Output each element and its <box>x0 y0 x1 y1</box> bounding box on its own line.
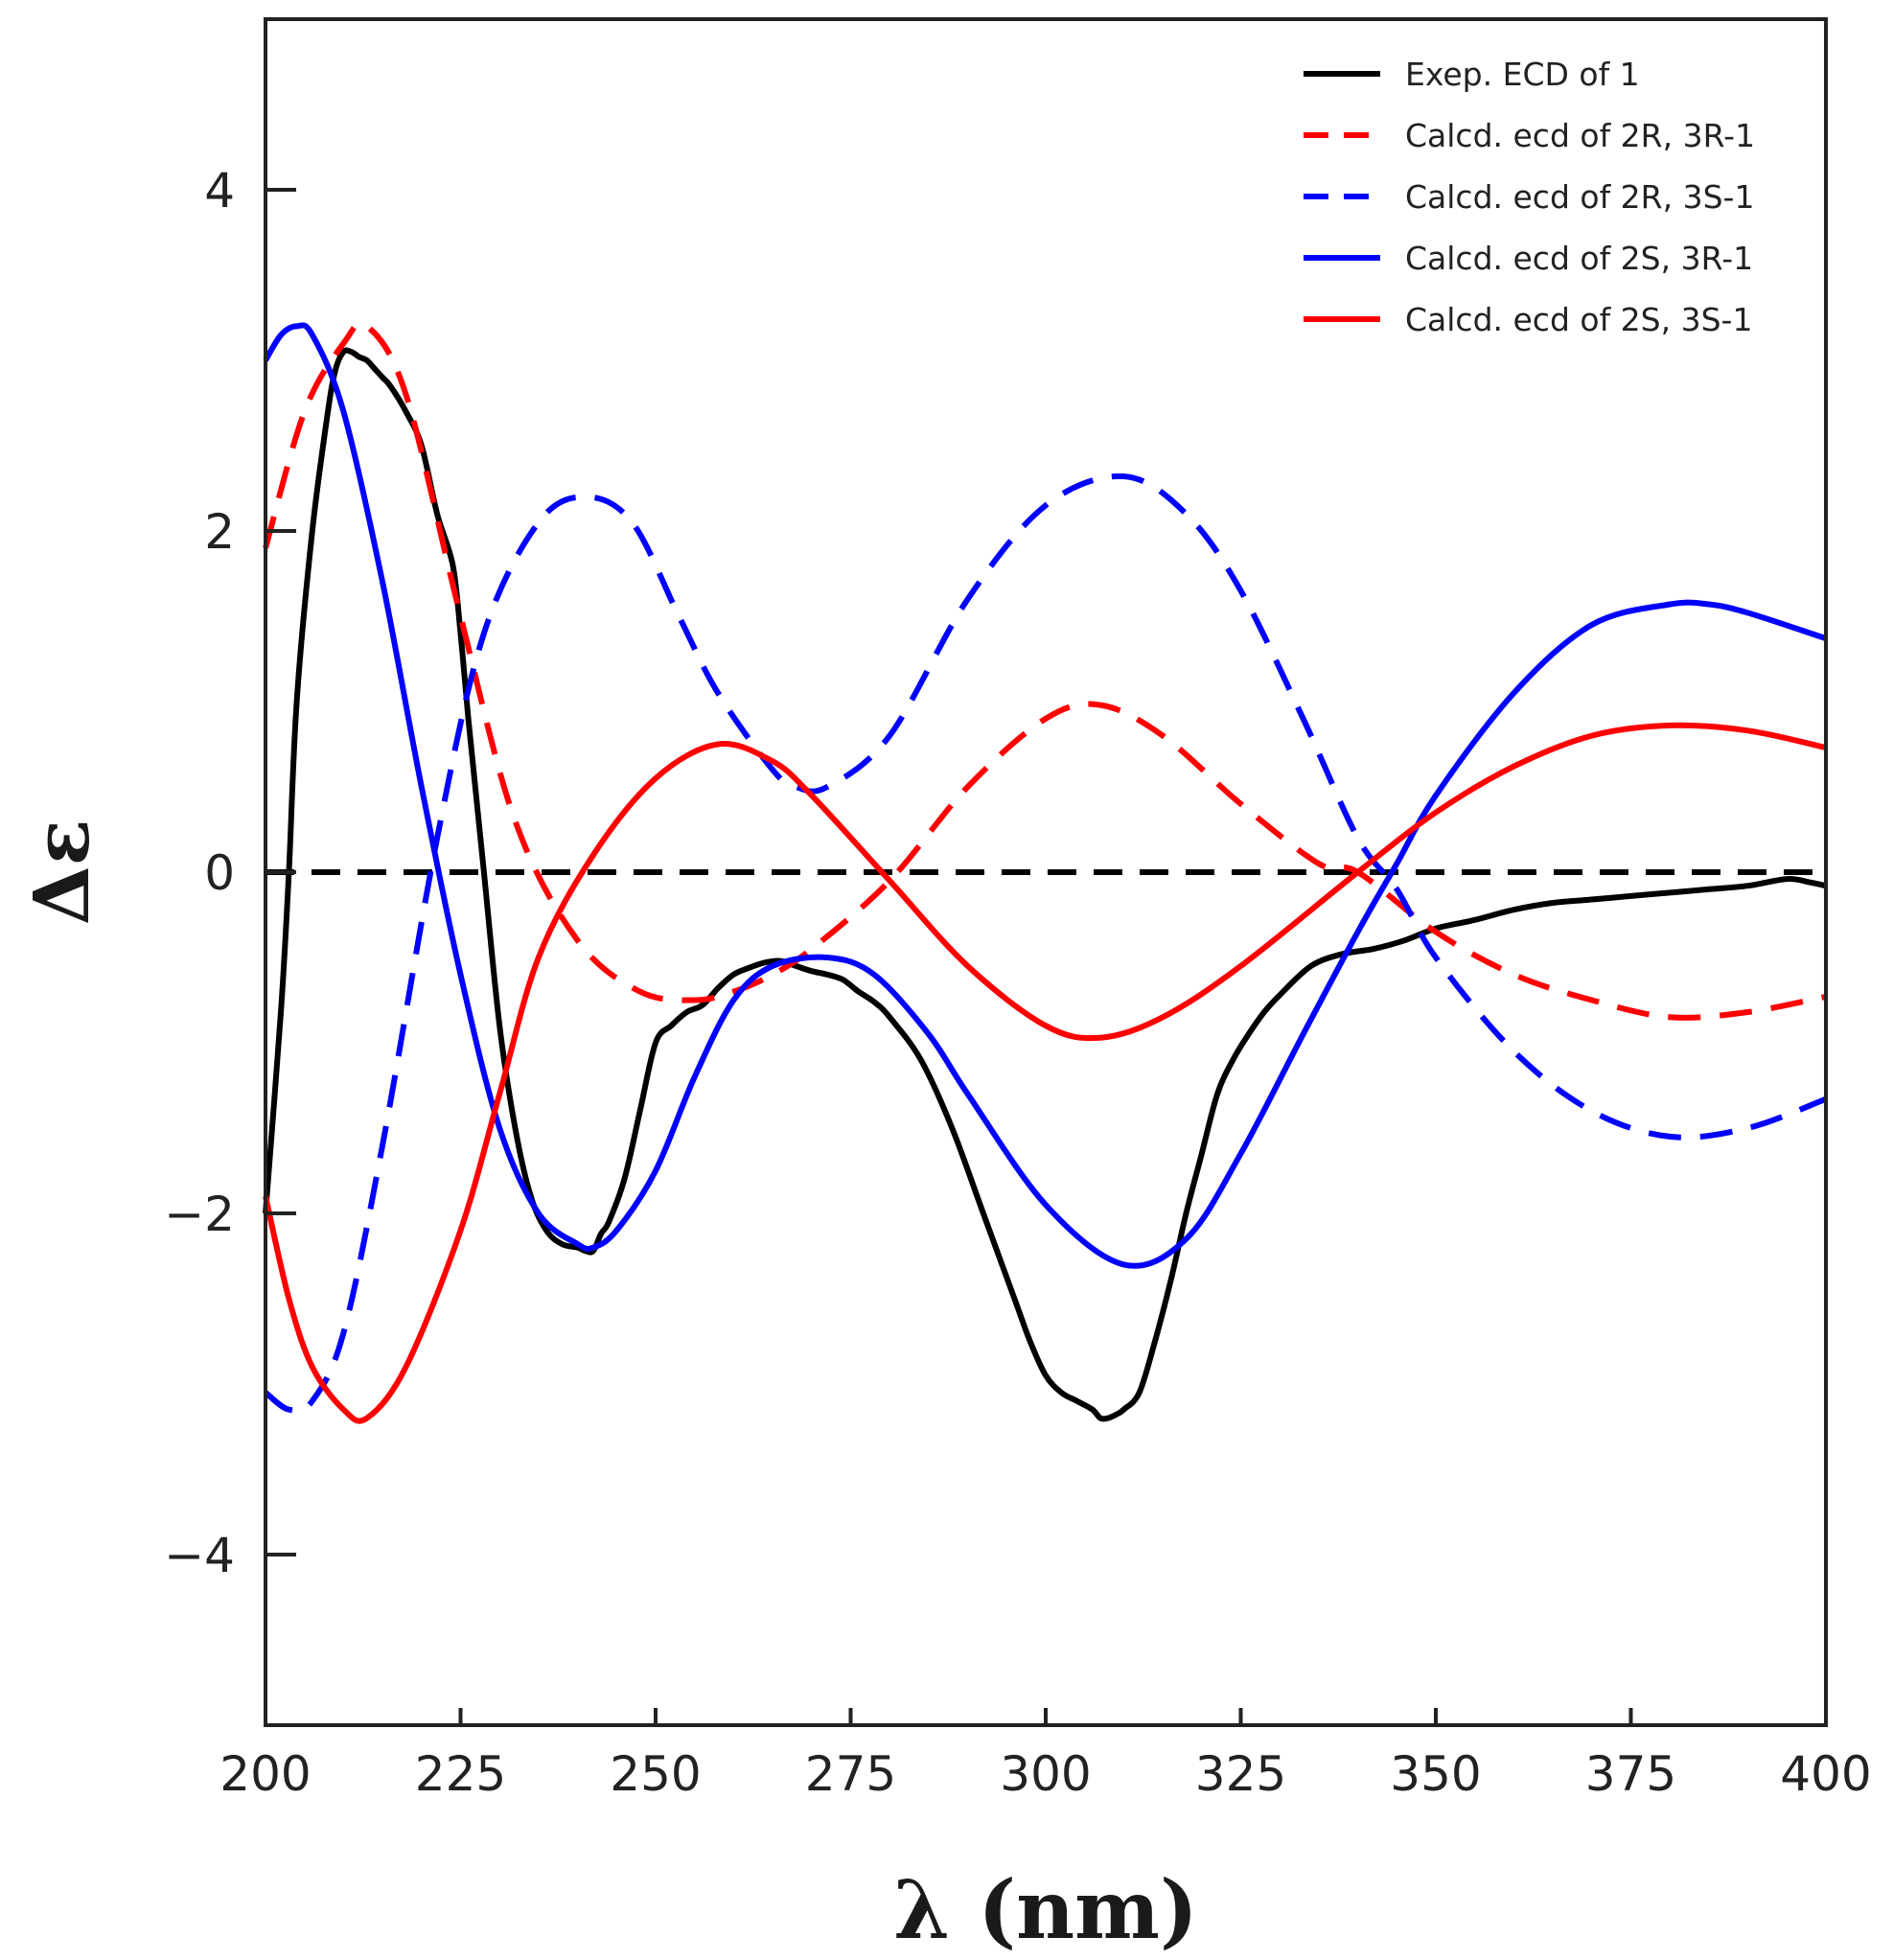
x-tick-label-200: 200 <box>219 1746 311 1802</box>
series-line-calcd-ecd-of-2s-3s-1 <box>263 722 1827 1424</box>
y-axis-label: Δε <box>16 819 106 926</box>
x-tick-label-300: 300 <box>1000 1746 1091 1802</box>
x-tick-label-275: 275 <box>805 1746 896 1802</box>
legend-label-calcd-ecd-of-2r-3r-1: Calcd. ecd of 2R, 3R-1 <box>1405 117 1755 154</box>
x-tick-label-250: 250 <box>610 1746 701 1802</box>
legend-label-calcd-ecd-of-2s-3s-1: Calcd. ecd of 2S, 3S-1 <box>1405 301 1752 338</box>
y-tick-label-0: 0 <box>204 845 235 901</box>
y-tick-label-neg4: −4 <box>164 1528 235 1583</box>
x-tick-label-350: 350 <box>1390 1746 1481 1802</box>
legend-label-exep-ecd-of-1: Exep. ECD of 1 <box>1405 56 1640 93</box>
legend-label-calcd-ecd-of-2r-3s-1: Calcd. ecd of 2R, 3S-1 <box>1405 178 1754 216</box>
series-line-calcd-ecd-of-2s-3r-1 <box>263 322 1827 1269</box>
y-tick-label-neg2: −2 <box>164 1187 235 1242</box>
y-tick-label-4: 4 <box>204 163 235 219</box>
x-tick-label-375: 375 <box>1585 1746 1676 1802</box>
series-line-calcd-ecd-of-2r-3r-1 <box>263 320 1827 1021</box>
legend-label-calcd-ecd-of-2s-3r-1: Calcd. ecd of 2S, 3R-1 <box>1405 240 1753 277</box>
x-axis-label: λ (nm) <box>893 1862 1198 1957</box>
series-line-calcd-ecd-of-2r-3s-1 <box>264 473 1828 1415</box>
x-tick-label-325: 325 <box>1195 1746 1286 1802</box>
x-tick-label-400: 400 <box>1780 1746 1871 1802</box>
x-tick-label-225: 225 <box>415 1746 506 1802</box>
y-tick-label-2: 2 <box>204 504 235 560</box>
